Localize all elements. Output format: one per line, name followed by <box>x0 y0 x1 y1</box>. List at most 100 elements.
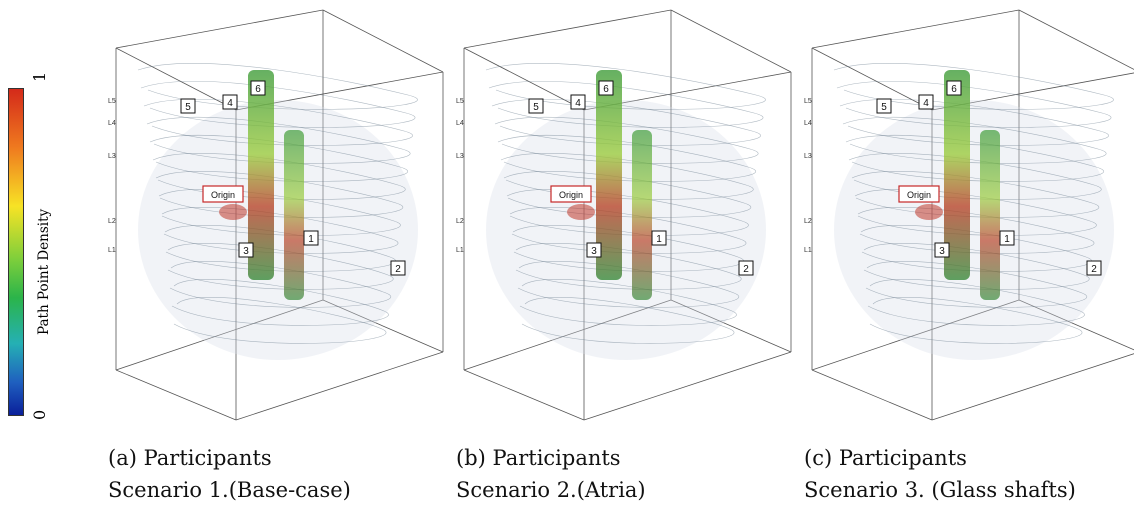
trajectory-line <box>867 279 1085 326</box>
trajectory-line <box>848 153 1102 200</box>
colorbar-title: Path Point Density <box>36 208 52 335</box>
marker-box <box>250 80 266 96</box>
origin-label: Origin <box>907 190 931 200</box>
trajectory-line <box>137 63 418 110</box>
level-label: L3 <box>108 153 116 160</box>
trajectory-line <box>488 81 764 128</box>
marker-box <box>222 94 238 110</box>
trajectory-line <box>171 279 389 326</box>
path-haze <box>138 100 418 360</box>
figure-content: L5 L4 L3 L2 L1 Origin 1 2 3 4 5 6 <box>804 9 1134 421</box>
box-edge <box>235 351 444 421</box>
level-label: L3 <box>804 153 812 160</box>
marker-label: 1 <box>308 234 314 245</box>
trajectory-line <box>869 297 1083 344</box>
marker-box <box>238 242 254 258</box>
marker-box <box>303 230 319 246</box>
marker-box <box>390 260 406 276</box>
marker-label: 6 <box>951 84 957 95</box>
trajectory-line <box>173 297 387 344</box>
marker-label: 4 <box>575 98 581 109</box>
box-edge <box>115 47 237 111</box>
marker-box <box>1086 260 1102 276</box>
path-haze <box>486 100 766 360</box>
density-core <box>944 70 970 280</box>
marker-box <box>570 94 586 110</box>
marker-label: 4 <box>923 98 929 109</box>
origin-box <box>550 185 592 203</box>
marker-label: 5 <box>533 102 539 113</box>
figure-content: L5 L4 L3 L2 L1 Origin 1 2 3 4 5 6 <box>108 9 444 421</box>
box-edge <box>322 299 444 353</box>
panel-a-figure: L5 L4 L3 L2 L1 Origin 1 2 3 4 5 6 <box>108 9 444 421</box>
box-edge <box>463 369 585 421</box>
marker-box <box>180 98 196 114</box>
level-label: L1 <box>804 247 812 254</box>
trajectory-line <box>521 297 735 344</box>
trajectory-line <box>833 63 1114 110</box>
marker-label: 4 <box>227 98 233 109</box>
box-edge <box>931 353 1134 421</box>
marker-label: 3 <box>939 246 945 257</box>
box-edge <box>811 47 933 111</box>
marker-label: 3 <box>591 246 597 257</box>
marker-label: 3 <box>243 246 249 257</box>
level-label: L5 <box>456 98 464 105</box>
marker-label: 2 <box>395 264 401 275</box>
level-label: L2 <box>804 218 812 225</box>
origin-box <box>898 185 940 203</box>
origin-hotspot <box>219 204 247 220</box>
panel-a-caption: (a) Participants <box>108 446 272 470</box>
box-edge <box>322 9 444 73</box>
level-label: L4 <box>108 120 116 127</box>
level-label: L4 <box>804 120 812 127</box>
trajectory-line <box>167 243 394 290</box>
density-core <box>248 70 274 280</box>
colorbar-gradient <box>8 88 24 416</box>
marker-box <box>999 230 1015 246</box>
panel-c-subcaption: Scenario 3. (Glass shafts) <box>804 478 1076 502</box>
level-label: L5 <box>108 98 116 105</box>
density-core <box>596 70 622 280</box>
level-label: L1 <box>108 247 116 254</box>
box-edge <box>811 299 1020 371</box>
box-edge <box>463 299 672 371</box>
panel-b-caption: (b) Participants <box>456 446 621 470</box>
trajectory-line <box>865 261 1087 308</box>
box-edge <box>463 9 672 49</box>
marker-label: 1 <box>656 234 662 245</box>
level-label: L2 <box>456 218 464 225</box>
panel-b-subcaption: Scenario 2.(Atria) <box>456 478 646 502</box>
marker-box <box>918 94 934 110</box>
box-edge <box>583 351 792 421</box>
origin-label: Origin <box>559 190 583 200</box>
box-edge <box>115 9 324 49</box>
origin-hotspot <box>567 204 595 220</box>
marker-box <box>876 98 892 114</box>
panel-b: L5 L4 L3 L2 L1 Origin 1 2 3 4 5 6 (b) Participants … <box>456 0 806 512</box>
trajectory-line <box>146 117 411 164</box>
colorbar-max-label: 1 <box>30 71 49 82</box>
trajectory-line <box>836 81 1112 128</box>
panel-c: L5 L4 L3 L2 L1 Origin 1 2 3 4 5 6 (c) Participants … <box>804 0 1137 512</box>
marker-box <box>528 98 544 114</box>
marker-label: 5 <box>881 102 887 113</box>
level-label: L2 <box>108 218 116 225</box>
marker-box <box>738 260 754 276</box>
colorbar-min-label: 0 <box>30 409 49 420</box>
density-colorbar: 1 0 Path Point Density <box>8 72 88 425</box>
box-edge <box>1018 299 1134 351</box>
panel-c-caption: (c) Participants <box>804 446 967 470</box>
trajectory-line <box>494 117 759 164</box>
panel-a-subcaption: Scenario 1.(Base-case) <box>108 478 351 502</box>
box-edge <box>1018 9 1134 70</box>
trajectory-line <box>515 243 742 290</box>
marker-box <box>946 80 962 96</box>
box-edge <box>670 9 792 73</box>
panel-c-figure: L5 L4 L3 L2 L1 Origin 1 2 3 4 5 6 <box>804 9 1134 421</box>
origin-box <box>202 185 244 203</box>
marker-box <box>934 242 950 258</box>
marker-label: 2 <box>1091 264 1097 275</box>
trajectory-line <box>169 261 391 308</box>
density-core <box>284 130 304 300</box>
